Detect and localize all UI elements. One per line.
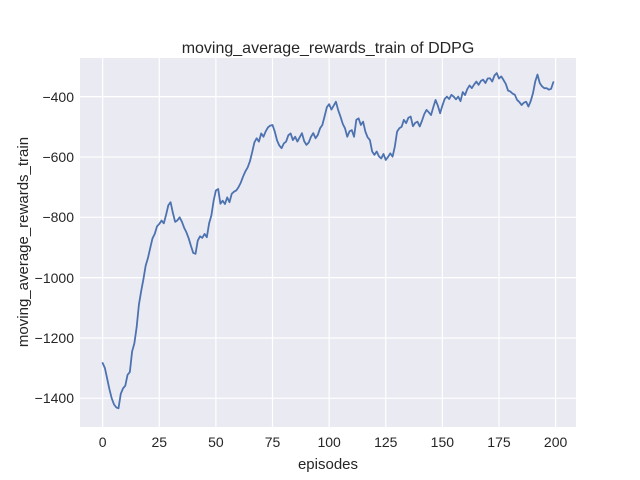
chart-title: moving_average_rewards_train of DDPG (181, 40, 475, 57)
y-tick-label: −600 (42, 148, 74, 165)
x-tick-label: 50 (208, 434, 224, 450)
y-tick-label: −1000 (34, 269, 74, 286)
y-tick-label: −400 (42, 88, 74, 105)
x-tick-label: 25 (151, 434, 168, 450)
x-tick-label: 175 (487, 434, 511, 450)
x-axis-label: episodes (297, 456, 359, 473)
y-tick-label: −800 (42, 209, 74, 226)
x-tick-label: 200 (543, 434, 568, 450)
y-axis-label: moving_average_rewards_train (15, 136, 32, 348)
line-series (101, 72, 555, 410)
x-tick-label: 0 (98, 434, 107, 450)
x-tick-label: 125 (374, 434, 398, 450)
y-tick-label: −1400 (34, 390, 74, 407)
x-tick-label: 75 (264, 434, 281, 450)
x-tick-label: 150 (430, 434, 455, 450)
y-tick-label: −1200 (34, 329, 74, 346)
x-tick-label: 100 (317, 434, 341, 450)
axes-background (80, 58, 576, 427)
